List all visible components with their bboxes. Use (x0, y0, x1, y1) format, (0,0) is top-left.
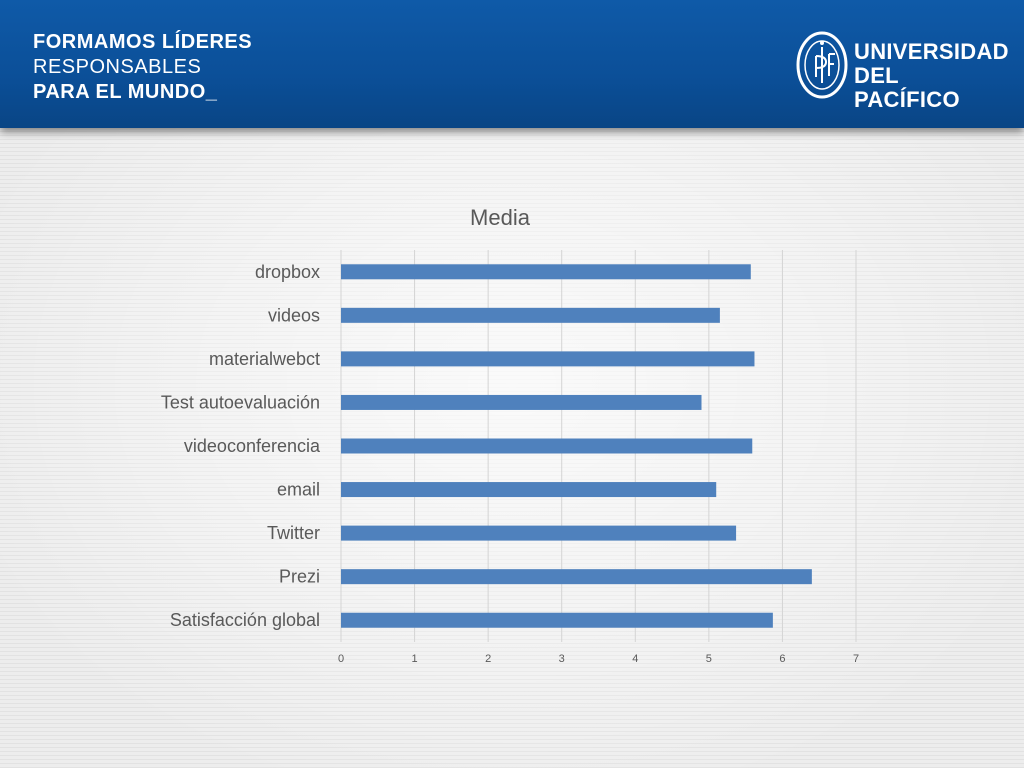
x-tick-label: 5 (706, 653, 712, 665)
slogan-line-1: FORMAMOS LÍDERES (33, 31, 253, 53)
bar (341, 264, 751, 280)
category-label: email (277, 480, 320, 500)
header-banner: FORMAMOS LÍDERES RESPONSABLES PARA EL MU… (0, 0, 1024, 128)
category-label: Satisfacción global (170, 610, 320, 630)
category-label: videos (268, 305, 320, 325)
category-label: videoconferencia (184, 436, 321, 456)
university-name: UNIVERSIDAD DEL PACÍFICO (854, 40, 1009, 112)
bar (341, 438, 753, 454)
slogan-line-3: PARA EL MUNDO_ (33, 81, 218, 103)
university-seal-icon (796, 31, 848, 99)
bar (341, 351, 755, 367)
category-label: dropbox (255, 262, 320, 282)
x-tick-label: 7 (853, 653, 859, 665)
university-logo: UNIVERSIDAD DEL PACÍFICO (795, 30, 1009, 112)
x-tick-label: 0 (338, 653, 344, 665)
slogan: FORMAMOS LÍDERES RESPONSABLES PARA EL MU… (33, 30, 252, 105)
chart-title: Media (470, 205, 531, 230)
bar (341, 307, 720, 323)
university-name-line-2: DEL PACÍFICO (854, 63, 960, 112)
bar (341, 394, 702, 410)
x-tick-label: 6 (779, 653, 785, 665)
category-label: Prezi (279, 567, 320, 587)
bar (341, 569, 812, 585)
bar (341, 612, 773, 628)
category-label: Test autoevaluación (161, 392, 320, 412)
bar (341, 482, 717, 498)
university-name-line-1: UNIVERSIDAD (854, 39, 1009, 64)
x-tick-label: 4 (632, 653, 638, 665)
x-tick-label: 3 (559, 653, 565, 665)
category-label: Twitter (267, 523, 320, 543)
x-tick-label: 1 (412, 653, 418, 665)
x-tick-label: 2 (485, 653, 491, 665)
bar (341, 525, 737, 541)
slogan-line-2: RESPONSABLES (33, 56, 202, 78)
category-label: materialwebct (209, 349, 320, 369)
